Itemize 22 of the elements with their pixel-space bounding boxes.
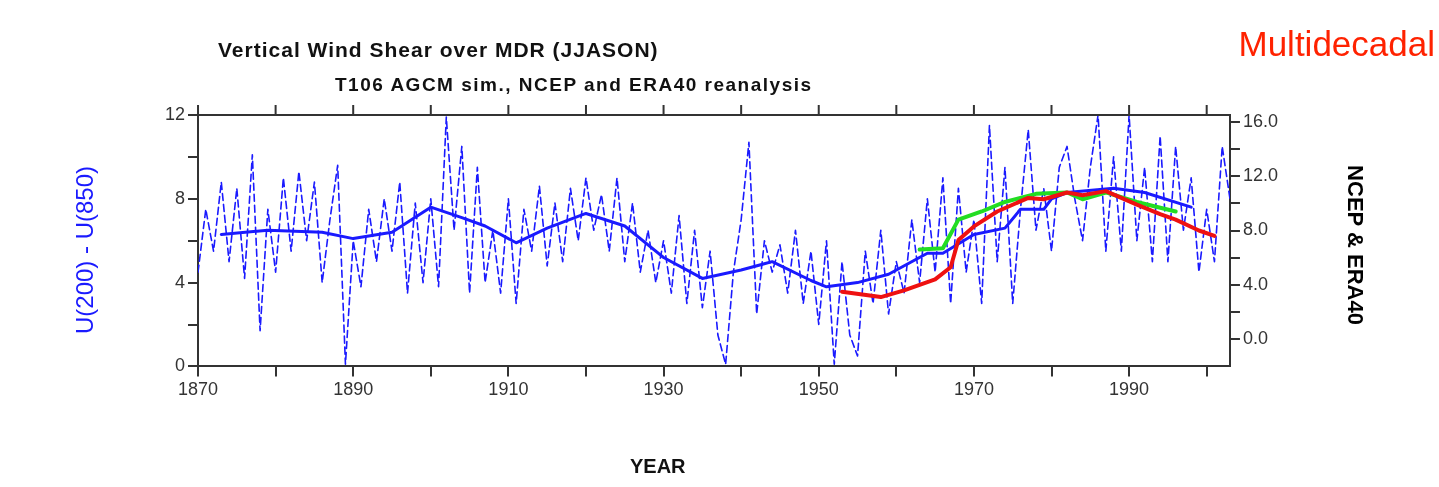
y-tick-label: 8: [175, 187, 186, 208]
x-tick-label: 1950: [798, 379, 839, 400]
x-tick-label: 1930: [643, 379, 684, 400]
y2-tick-label: 0.0: [1242, 328, 1268, 349]
y2-tick-label: 4.0: [1242, 273, 1268, 294]
y-tick-label: 0: [175, 355, 186, 376]
text: Multidecadal: [1238, 24, 1435, 64]
y2-tick-label: 8.0: [1242, 219, 1268, 240]
x-tick-label: 1990: [1109, 379, 1150, 400]
x-tick-label: 1890: [333, 379, 374, 400]
y2-tick-label: 12.0: [1242, 165, 1279, 186]
y-tick-label: 12: [164, 103, 186, 124]
chart-subtitle: T106 AGCM sim., NCEP and ERA40 reanalysis: [335, 74, 813, 96]
y2-axis-title: NCEP & ERA40: [1342, 165, 1368, 325]
x-tick-label: 1970: [953, 379, 994, 400]
y2-tick-label: 16.0: [1242, 110, 1279, 131]
y-tick-label: 4: [175, 271, 186, 292]
chart-title: Vertical Wind Shear over MDR (JJASON): [218, 38, 659, 62]
x-tick-label: 1910: [488, 379, 529, 400]
x-tick-label: 1870: [178, 379, 219, 400]
y-axis-title: U(200) - U(850): [71, 165, 99, 335]
x-axis-title: YEAR: [630, 455, 686, 478]
